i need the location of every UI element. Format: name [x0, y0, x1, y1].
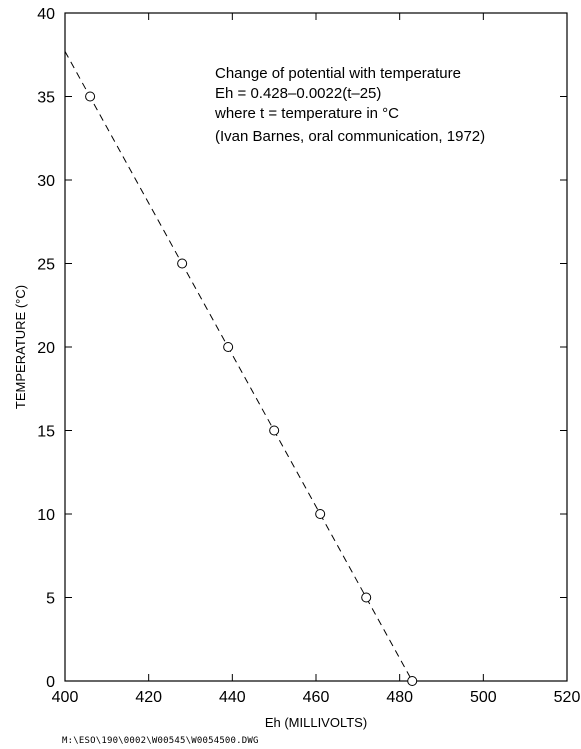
data-point — [223, 342, 234, 352]
y-tick-label: 30 — [37, 173, 55, 190]
annotation-line-1: Change of potential with temperature — [215, 65, 461, 82]
x-tick-label: 500 — [470, 689, 497, 706]
data-point — [315, 509, 326, 519]
y-tick-label: 40 — [37, 6, 55, 23]
data-point — [85, 91, 96, 102]
data-point — [361, 592, 372, 603]
y-tick-label: 10 — [37, 507, 55, 524]
x-tick-label: 480 — [386, 689, 413, 706]
drawing-file-path: M:\ESO\190\0002\W00545\W0054500.DWG — [62, 736, 259, 746]
x-tick-label: 400 — [52, 689, 79, 706]
y-tick-label: 35 — [37, 90, 55, 107]
y-axis-title: TEMPERATURE (°C) — [13, 285, 28, 409]
x-tick-labels: 400 420 440 460 480 500 520 — [52, 689, 581, 706]
y-tick-label: 15 — [37, 424, 55, 441]
data-point — [269, 425, 280, 436]
y-tick-labels: 0 5 10 15 20 25 30 35 40 — [37, 6, 55, 691]
data-point — [407, 676, 418, 686]
y-tick-label: 25 — [37, 257, 55, 274]
x-tick-label: 460 — [303, 689, 330, 706]
x-tick-label: 520 — [554, 689, 581, 706]
data-points — [85, 91, 418, 686]
annotation-line-3: where t = temperature in °C — [214, 105, 399, 122]
x-tick-label: 420 — [135, 689, 162, 706]
annotation-line-4: (Ivan Barnes, oral communication, 1972) — [215, 128, 485, 145]
trend-line — [64, 51, 413, 682]
annotation-line-2: Eh = 0.428–0.0022(t–25) — [215, 85, 381, 102]
axis-ticks — [64, 12, 568, 682]
y-tick-label: 0 — [46, 674, 55, 691]
y-tick-label: 5 — [46, 591, 55, 608]
x-axis-title: Eh (MILLIVOLTS) — [265, 715, 367, 730]
y-tick-label: 20 — [37, 340, 55, 357]
data-point — [177, 258, 188, 269]
x-tick-label: 440 — [219, 689, 246, 706]
